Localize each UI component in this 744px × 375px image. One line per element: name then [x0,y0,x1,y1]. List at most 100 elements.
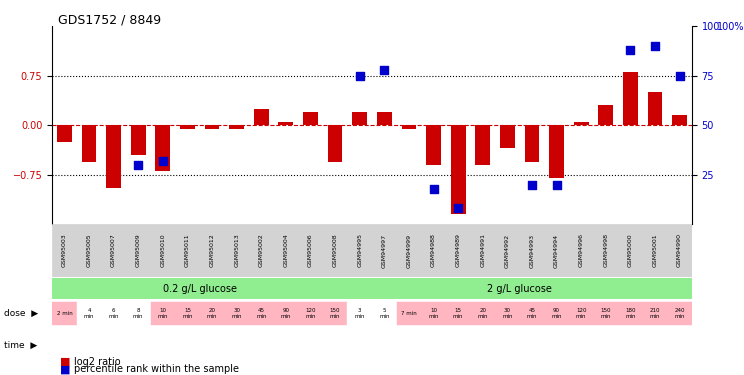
Bar [594,224,618,277]
Text: GSM94999: GSM94999 [406,233,411,267]
Text: 120
min: 120 min [305,308,315,319]
Bar [303,112,318,125]
Point [353,73,365,79]
Point [157,158,169,164]
Text: 8
min: 8 min [133,308,144,319]
Bar [225,224,249,277]
Point [649,43,661,49]
Text: GSM95010: GSM95010 [160,234,165,267]
Text: GSM95012: GSM95012 [210,234,214,267]
Point [379,67,391,73]
Text: time  ▶: time ▶ [4,340,37,350]
Bar [446,302,470,325]
Text: GSM94996: GSM94996 [579,234,584,267]
Bar [77,302,101,325]
Bar [667,224,692,277]
Bar [175,302,199,325]
Text: ■: ■ [60,357,70,367]
Bar [598,105,613,125]
Bar [549,125,564,178]
Text: 210
min: 210 min [650,308,660,319]
Bar [519,302,545,325]
Text: 20
min: 20 min [478,308,488,319]
Bar [673,116,687,125]
Text: GSM94994: GSM94994 [554,233,559,267]
Text: GSM95004: GSM95004 [283,234,289,267]
Bar [180,125,195,129]
Bar [495,302,519,325]
Bar [106,125,121,188]
Bar [229,125,244,129]
Bar [647,92,662,125]
Bar [52,278,347,299]
Bar [323,224,347,277]
Bar [175,224,199,277]
Text: GSM95013: GSM95013 [234,234,239,267]
Text: dose  ▶: dose ▶ [4,309,38,318]
Text: 15
min: 15 min [182,308,193,319]
Text: 150
min: 150 min [330,308,340,319]
Bar [618,302,643,325]
Bar [199,224,225,277]
Text: 4
min: 4 min [84,308,94,319]
Bar [131,125,146,155]
Bar [594,302,618,325]
Point [673,73,685,79]
Text: GSM95008: GSM95008 [333,234,338,267]
Point [551,182,562,188]
Text: 90
min: 90 min [280,308,291,319]
Text: GSM94993: GSM94993 [530,233,534,267]
Bar [347,302,372,325]
Bar [643,302,667,325]
Bar [150,224,175,277]
Bar [249,224,274,277]
Point [428,186,440,192]
Text: GSM95009: GSM95009 [135,234,141,267]
Bar [298,224,323,277]
Bar [347,278,692,299]
Bar [274,224,298,277]
Point [526,182,538,188]
Point [624,47,636,53]
Text: GSM95007: GSM95007 [111,234,116,267]
Text: GSM94998: GSM94998 [603,234,609,267]
Bar [397,224,421,277]
Text: 15
min: 15 min [453,308,464,319]
Bar [205,125,219,129]
Bar [623,72,638,125]
Bar [57,125,71,142]
Bar [421,224,446,277]
Bar [353,112,367,125]
Text: 150
min: 150 min [600,308,611,319]
Text: log2 ratio: log2 ratio [74,357,121,367]
Bar [126,224,150,277]
Bar [525,125,539,162]
Text: GSM94995: GSM94995 [357,234,362,267]
Text: GDS1752 / 8849: GDS1752 / 8849 [59,13,161,26]
Bar [569,224,594,277]
Text: 10
min: 10 min [158,308,168,319]
Bar [569,302,594,325]
Bar [495,224,519,277]
Text: ■: ■ [60,364,70,374]
Bar [225,302,249,325]
Text: GSM94992: GSM94992 [505,233,510,267]
Bar [323,302,347,325]
Text: 3
min: 3 min [354,308,365,319]
Bar [278,122,293,125]
Bar [126,302,150,325]
Bar [298,302,323,325]
Text: 45
min: 45 min [256,308,266,319]
Bar [150,302,175,325]
Text: 20
min: 20 min [207,308,217,319]
Bar [421,302,446,325]
Bar [451,125,466,214]
Point [132,162,144,168]
Text: GSM95000: GSM95000 [628,234,633,267]
Text: GSM95006: GSM95006 [308,234,313,267]
Bar [372,302,397,325]
Text: 30
min: 30 min [502,308,513,319]
Bar [274,302,298,325]
Text: GSM94997: GSM94997 [382,233,387,267]
Text: GSM95011: GSM95011 [185,234,190,267]
